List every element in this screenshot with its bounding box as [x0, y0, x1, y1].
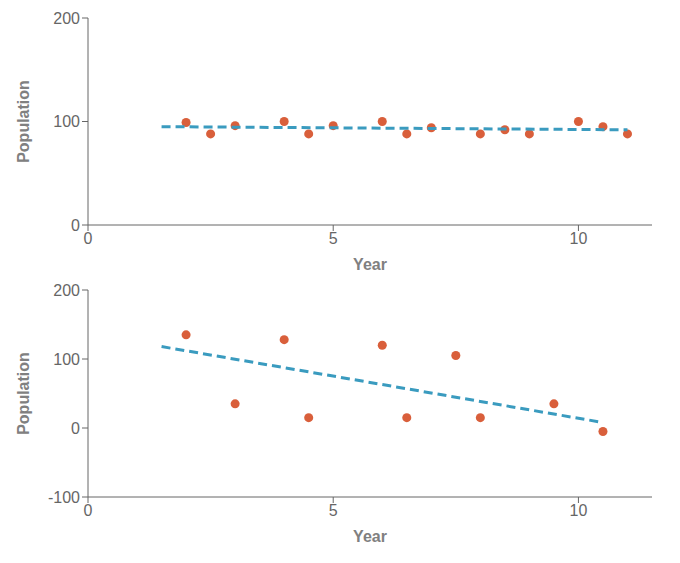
svg-text:0: 0 — [84, 230, 93, 247]
svg-text:-100: -100 — [48, 489, 80, 506]
svg-text:200: 200 — [53, 282, 80, 299]
svg-text:Population: Population — [15, 352, 32, 435]
svg-text:10: 10 — [570, 502, 588, 519]
svg-text:0: 0 — [71, 420, 80, 437]
svg-text:Year: Year — [353, 528, 387, 545]
svg-text:5: 5 — [329, 230, 338, 247]
svg-text:0: 0 — [71, 217, 80, 234]
svg-text:Population: Population — [15, 80, 32, 163]
svg-text:100: 100 — [53, 113, 80, 130]
svg-text:10: 10 — [570, 230, 588, 247]
svg-text:5: 5 — [329, 502, 338, 519]
svg-text:Year: Year — [353, 256, 387, 273]
svg-text:0: 0 — [84, 502, 93, 519]
svg-text:100: 100 — [53, 351, 80, 368]
svg-text:200: 200 — [53, 10, 80, 27]
